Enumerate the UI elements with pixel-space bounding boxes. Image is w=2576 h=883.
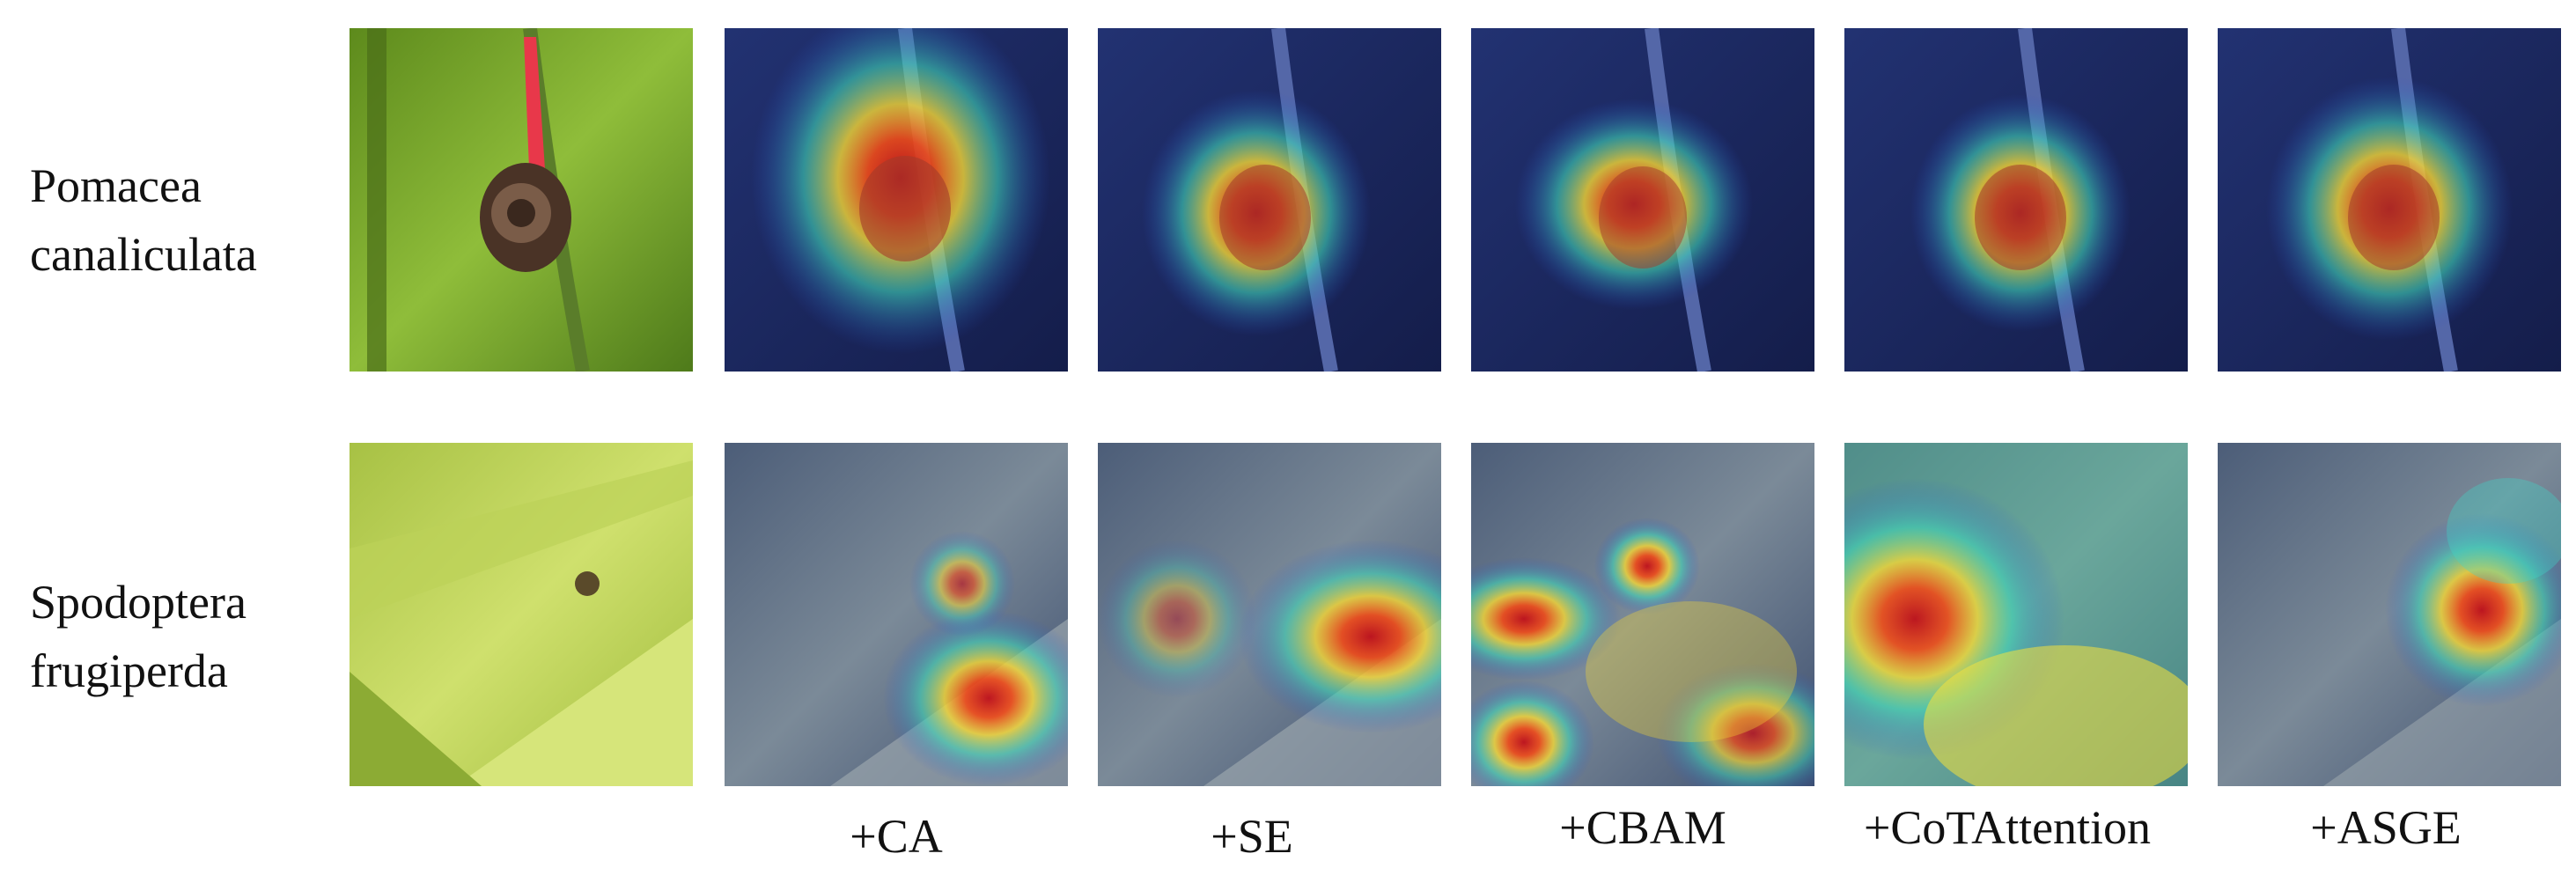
snail-heatmap-cbam (1471, 28, 1814, 372)
leaf-heatmap-cotattention (1844, 443, 2188, 786)
snail-original-image (350, 28, 693, 372)
snail-heatmap-se (1098, 28, 1441, 372)
column-label-asge: +ASGE (2310, 801, 2462, 854)
row-label-line1: Spodoptera (30, 576, 247, 629)
row-label-line2: canaliculata (30, 228, 257, 281)
column-label-ca: +CA (850, 810, 943, 863)
leaf-heatmap-cbam (1471, 443, 1814, 786)
leaf-heatmap-ca (725, 443, 1068, 786)
snail-heatmap-cotattention (1844, 28, 2188, 372)
column-label-cbam: +CBAM (1559, 801, 1726, 854)
snail-heatmap-asge (2218, 28, 2561, 372)
column-label-se: +SE (1211, 810, 1293, 863)
leaf-heatmap-asge (2218, 443, 2561, 786)
column-label-cotattention: +CoTAttention (1863, 801, 2152, 854)
snail-heatmap-ca (725, 28, 1068, 372)
row-label-pomacea: Pomacea canaliculata (30, 151, 257, 289)
row-label-spodoptera: Spodoptera frugiperda (30, 568, 247, 705)
row-label-line1: Pomacea (30, 159, 202, 212)
leaf-heatmap-se (1098, 443, 1441, 786)
row-label-line2: frugiperda (30, 644, 228, 697)
leaf-original-image (350, 443, 693, 786)
